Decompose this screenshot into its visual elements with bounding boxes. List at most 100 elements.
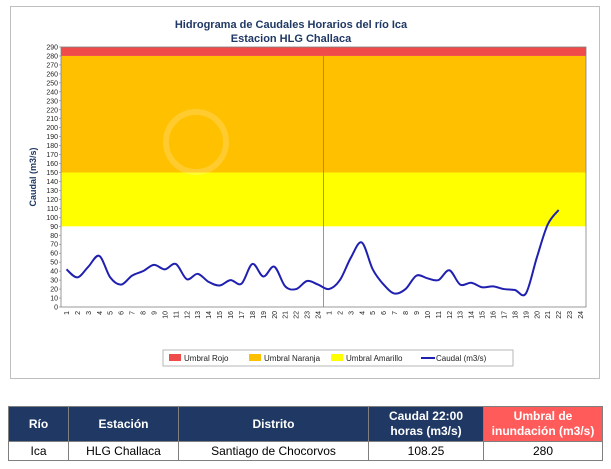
legend: Umbral Rojo Umbral Naranja Umbral Amarillo…	[162, 349, 514, 367]
y-tick-label: 160	[46, 161, 58, 168]
x-tick-label: 13	[195, 311, 202, 319]
x-tick-label: 21	[545, 311, 552, 319]
y-tick-label: 230	[46, 98, 58, 105]
x-tick-label: 2	[337, 311, 344, 315]
x-tick-label: 17	[239, 311, 246, 319]
y-tick-label: 190	[46, 134, 58, 141]
y-tick-label: 20	[50, 287, 58, 294]
cell-distrito: Santiago de Chocorvos	[178, 441, 369, 461]
y-tick-label: 270	[46, 62, 58, 69]
x-tick-label: 11	[436, 311, 443, 318]
y-tick-label: 210	[46, 116, 58, 123]
x-tick-label: 1	[326, 311, 333, 315]
x-tick-label: 3	[86, 311, 93, 315]
y-tick-label: 150	[46, 170, 58, 177]
x-tick-label: 5	[108, 311, 115, 315]
y-tick-label: 60	[50, 251, 58, 258]
y-tick-label: 140	[46, 179, 58, 186]
x-tick-label: 20	[534, 311, 541, 319]
x-tick-label: 22	[556, 311, 563, 319]
x-tick-label: 7	[130, 311, 137, 315]
legend-label: Caudal (m3/s)	[436, 354, 487, 363]
x-tick-label: 5	[370, 311, 377, 315]
y-tick-label: 120	[46, 197, 58, 204]
x-tick-label: 15	[480, 311, 487, 319]
y-tick-label: 250	[46, 80, 58, 87]
y-tick-label: 110	[47, 206, 58, 213]
x-tick-label: 12	[184, 311, 191, 319]
header-umbral: Umbral de inundación (m3/s)	[483, 406, 603, 442]
chart-subtitle: Estacion HLG Challaca	[231, 33, 352, 45]
legend-label: Umbral Amarillo	[346, 354, 403, 363]
y-tick-label: 10	[50, 296, 58, 303]
table-header-row: Río Estación Distrito Caudal 22:00 horas…	[8, 406, 603, 442]
chart-frame: Hidrograma de Caudales Horarios del río …	[10, 6, 600, 379]
y-tick-label: 200	[46, 125, 58, 132]
legend-swatch	[249, 354, 261, 361]
x-tick-label: 3	[348, 311, 355, 315]
chart-title: Hidrograma de Caudales Horarios del río …	[175, 19, 408, 31]
x-tick-label: 23	[305, 311, 312, 319]
x-tick-label: 16	[491, 311, 498, 319]
x-tick-label: 12	[447, 311, 454, 319]
x-tick-label: 9	[414, 311, 421, 315]
x-tick-label: 6	[119, 311, 126, 315]
y-tick-label: 80	[50, 233, 58, 240]
sun-watermark-logo	[163, 109, 229, 175]
x-tick-label: 15	[217, 311, 224, 319]
x-tick-label: 24	[578, 311, 585, 319]
station-info-table: Río Estación Distrito Caudal 22:00 horas…	[8, 406, 603, 461]
header-estacion: Estación	[68, 406, 179, 442]
header-rio: Río	[8, 406, 69, 442]
axes	[60, 46, 587, 308]
x-tick-labels: 1 2 3 4 5 6 7 8 9 10 11 12 13 14 15 16 17 18 19 20 21 22 23 24 1…	[64, 311, 585, 319]
legend-swatch	[169, 354, 181, 361]
cell-caudal: 108.25	[368, 441, 484, 461]
x-tick-label: 16	[228, 311, 235, 319]
x-tick-label: 9	[151, 311, 158, 315]
y-tick-label: 240	[46, 89, 58, 96]
x-tick-label: 22	[294, 311, 301, 319]
y-tick-label: 100	[46, 215, 58, 222]
legend-label: Umbral Rojo	[184, 354, 229, 363]
legend-swatch	[331, 354, 343, 361]
x-tick-label: 8	[141, 311, 148, 315]
y-tick-label: 70	[50, 242, 58, 249]
x-tick-label: 17	[501, 311, 508, 319]
y-tick-label: 180	[46, 143, 58, 150]
y-tick-label: 40	[50, 269, 58, 276]
table-row: Ica HLG Challaca Santiago de Chocorvos 1…	[8, 441, 603, 461]
y-tick-label: 280	[46, 53, 58, 60]
y-tick-label: 50	[50, 260, 58, 267]
x-tick-label: 1	[64, 311, 71, 315]
series-line-0	[65, 209, 560, 297]
x-tick-label: 8	[403, 311, 410, 315]
x-tick-label: 14	[206, 311, 213, 319]
y-tick-label: 30	[50, 278, 58, 285]
x-tick-label: 24	[316, 311, 323, 319]
x-tick-label: 19	[523, 311, 530, 319]
x-tick-label: 21	[283, 311, 290, 319]
y-axis-label: Caudal (m3/s)	[28, 147, 38, 206]
cell-umbral: 280	[483, 441, 603, 461]
x-tick-label: 6	[381, 311, 388, 315]
x-tick-label: 7	[392, 311, 399, 315]
x-tick-label: 10	[162, 311, 169, 319]
cell-rio: Ica	[8, 441, 69, 461]
x-tick-label: 18	[250, 311, 257, 319]
x-tick-label: 4	[97, 311, 104, 315]
cell-estacion: HLG Challaca	[68, 441, 179, 461]
x-tick-label: 18	[512, 311, 519, 319]
x-tick-label: 13	[458, 311, 465, 319]
x-tick-label: 19	[261, 311, 268, 319]
legend-label: Umbral Naranja	[264, 354, 321, 363]
x-tick-label: 23	[567, 311, 574, 319]
x-tick-label: 20	[272, 311, 279, 319]
series-layer	[65, 209, 560, 297]
y-tick-label: 170	[46, 152, 58, 159]
header-distrito: Distrito	[178, 406, 369, 442]
x-tick-label: 10	[425, 311, 432, 319]
y-tick-label: 0	[54, 305, 58, 312]
y-tick-labels: 0 10 20 30 40 50 60 70 80 90 100 110 120 130 140 150 160…	[46, 45, 61, 312]
x-tick-label: 4	[359, 311, 366, 315]
